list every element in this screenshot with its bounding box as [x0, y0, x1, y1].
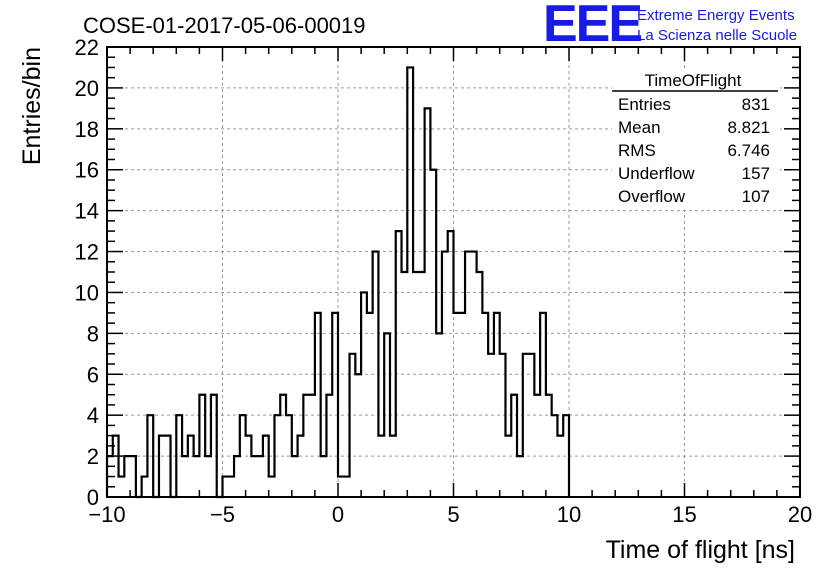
stats-label-mean: Mean — [618, 118, 661, 137]
y-tick-label: 8 — [87, 321, 99, 346]
x-axis-label: Time of flight [ns] — [606, 536, 795, 564]
y-tick-label: 12 — [75, 240, 99, 265]
stats-label-entries: Entries — [618, 95, 671, 114]
stats-value-mean: 8.821 — [727, 118, 770, 137]
tick-labels: −10 −5 0 5 10 15 20 0 2 4 6 8 10 12 14 16 18 20 22 — [75, 35, 813, 527]
y-tick-label: 4 — [87, 403, 99, 428]
logo-line-2: La Scienza nelle Scuole — [637, 27, 797, 44]
x-tick-label: −10 — [88, 502, 125, 527]
x-tick-label: 5 — [447, 502, 459, 527]
stats-value-entries: 831 — [742, 95, 770, 114]
y-tick-label: 0 — [87, 485, 99, 510]
y-tick-label: 2 — [87, 444, 99, 469]
stats-label-underflow: Underflow — [618, 164, 695, 183]
stats-box: TimeOfFlight Entries 831 Mean 8.821 RMS … — [612, 70, 780, 210]
stats-value-rms: 6.746 — [727, 141, 770, 160]
stats-value-overflow: 107 — [742, 187, 770, 206]
x-tick-label: −5 — [210, 502, 235, 527]
y-tick-label: 16 — [75, 158, 99, 183]
y-tick-label: 22 — [75, 35, 99, 60]
y-tick-label: 6 — [87, 362, 99, 387]
stats-value-underflow: 157 — [742, 164, 770, 183]
stats-label-rms: RMS — [618, 141, 656, 160]
y-tick-label: 20 — [75, 76, 99, 101]
y-tick-label: 18 — [75, 117, 99, 142]
x-tick-label: 20 — [788, 502, 812, 527]
x-tick-label: 15 — [672, 502, 696, 527]
stats-label-overflow: Overflow — [618, 187, 686, 206]
x-tick-label: 10 — [557, 502, 581, 527]
y-tick-label: 10 — [75, 280, 99, 305]
logo-line-1: Extreme Energy Events — [637, 7, 795, 24]
y-axis-label: Entries/bin — [18, 47, 46, 165]
histogram-series-line — [105, 66, 571, 499]
y-tick-label: 14 — [75, 199, 99, 224]
logo-mark: EEE — [543, 0, 641, 53]
x-tick-label: 0 — [332, 502, 344, 527]
axis-ticks — [106, 46, 801, 498]
eee-logo: EEE Extreme Energy Events La Scienza nel… — [543, 0, 797, 53]
chart-title: COSE-01-2017-05-06-00019 — [83, 13, 366, 38]
stats-title: TimeOfFlight — [645, 71, 742, 90]
